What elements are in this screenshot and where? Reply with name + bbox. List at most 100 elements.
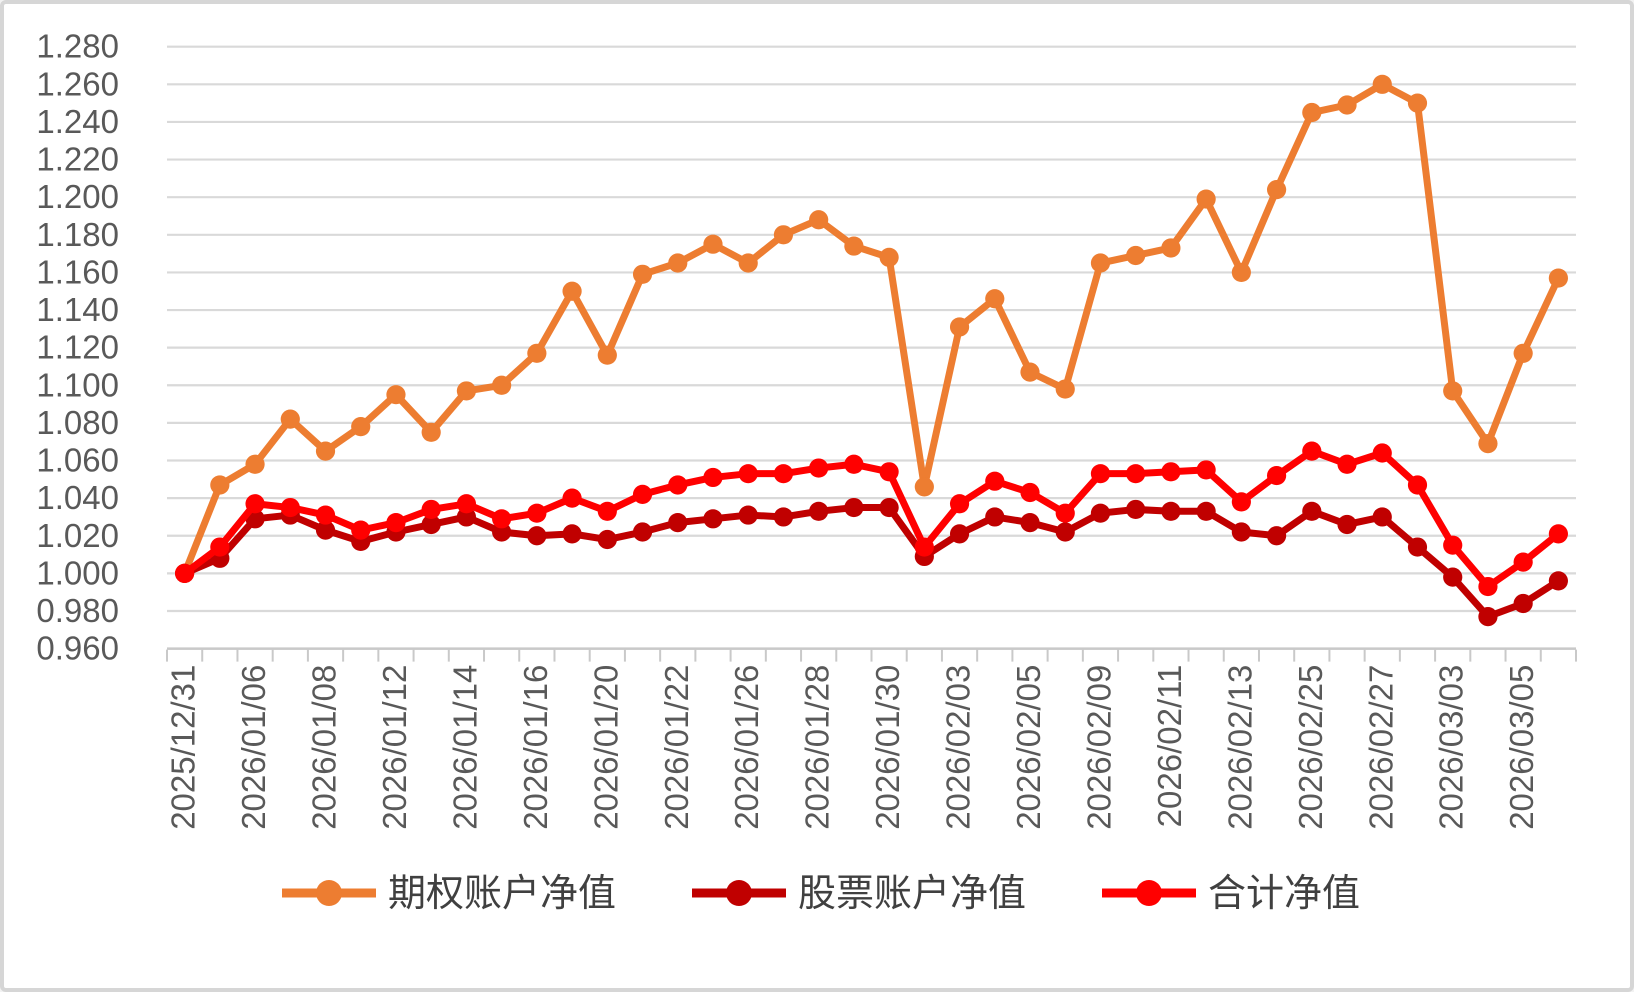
series-point-0 [1126,245,1146,266]
series-point-0 [1055,379,1075,399]
y-axis-label: 1.040 [36,479,119,516]
series-point-2 [1372,443,1392,463]
x-axis-label: 2026/01/14 [446,665,483,830]
series-point-2 [1337,454,1357,474]
series-point-0 [210,475,230,495]
series-point-0 [421,422,441,442]
series-point-1 [985,507,1005,527]
series-point-2 [914,537,934,557]
x-axis-label: 2026/01/28 [799,665,836,830]
series-point-2 [1266,465,1287,486]
y-axis-label: 1.080 [36,404,119,441]
x-axis-label: 2026/01/06 [235,665,272,830]
series-line-1 [181,504,1562,621]
series-point-1 [949,524,970,544]
series-point-0 [351,417,371,437]
gridlines [167,45,1576,650]
series-point-1 [527,526,547,546]
series-point-2 [632,484,653,504]
series-point-1 [597,529,617,550]
series-point-0 [245,454,265,474]
series-point-0 [1020,362,1040,382]
series-point-1 [844,497,864,518]
series-point-1 [1478,607,1498,627]
x-axis-label: 2026/01/12 [376,665,413,830]
series-point-2 [351,520,371,540]
x-axis-label: 2026/02/27 [1362,665,1399,830]
series-point-0 [280,409,300,429]
legend-item-1: 股票账户净值 [692,873,1026,915]
series-point-2 [1443,535,1463,555]
series-point-1 [738,505,758,525]
x-axis-label: 2026/01/08 [306,665,343,830]
x-axis-label: 2026/01/20 [587,665,624,830]
series-line-2 [181,447,1562,591]
series-point-0 [1196,189,1216,209]
x-axis-label: 2026/02/13 [1221,665,1258,830]
series-point-1 [456,507,477,527]
series-point-1 [1372,507,1392,527]
series-point-0 [773,225,794,245]
series-point-0 [1302,102,1322,123]
series-point-1 [1231,522,1251,542]
y-axis-label: 0.980 [36,592,119,629]
legend-label: 期权账户净值 [388,873,616,915]
series-point-2 [879,462,899,482]
x-axis-label: 2026/01/22 [658,665,695,830]
legend-marker-dot [316,880,342,906]
series-point-0 [1231,262,1251,283]
series-point-1 [773,507,794,527]
series-point-2 [1407,475,1428,495]
series-point-0 [1161,238,1181,258]
series-point-0 [668,253,688,273]
series-point-2 [1161,462,1181,482]
y-axis-label: 1.280 [36,28,119,65]
x-axis-label: 2026/02/03 [940,665,977,830]
series-point-2 [386,512,406,533]
series-point-0 [985,289,1005,309]
series-point-2 [703,467,723,488]
series-point-1 [879,497,899,518]
series-point-2 [1548,524,1568,544]
y-axis-label: 1.180 [36,216,119,253]
series-point-1 [1443,567,1463,587]
series-point-1 [809,501,829,521]
series-point-0 [1548,268,1568,288]
legend-label: 股票账户净值 [798,873,1026,915]
series-point-0 [386,385,406,405]
y-axis-label: 1.140 [36,291,119,328]
series-point-2 [809,458,829,478]
series-point-1 [421,514,441,535]
series-point-0 [315,441,336,461]
series-point-2 [1055,503,1075,523]
series-point-0 [949,317,970,337]
series-point-2 [1302,441,1322,461]
x-axis-label: 2026/02/09 [1080,665,1117,830]
series-point-1 [1302,501,1322,521]
series-point-0 [1337,95,1357,115]
series-point-0 [492,375,512,395]
legend-marker-dot [726,880,752,906]
y-axis-label: 1.220 [36,141,119,178]
x-axis [166,647,1577,662]
series-point-1 [492,522,512,542]
series-line-0 [181,80,1562,577]
net-value-line-chart: 1.2801.2601.2401.2201.2001.1801.1601.140… [36,28,1577,915]
x-axis-label: 2025/12/31 [165,665,202,830]
series-point-2 [245,494,265,514]
series-point-2 [492,509,512,529]
series-point-1 [632,522,653,542]
series-point-1 [562,524,582,544]
series-point-2 [210,537,230,557]
series-point-1 [1196,501,1216,521]
series-point-1 [703,509,723,529]
series-point-2 [738,464,758,484]
series-point-2 [175,563,195,583]
series-point-0 [879,247,899,267]
series-point-1 [1020,512,1040,533]
series-point-1 [1407,537,1428,557]
series-point-1 [1126,499,1146,520]
series-point-2 [1478,576,1498,597]
series-point-0 [456,381,477,401]
